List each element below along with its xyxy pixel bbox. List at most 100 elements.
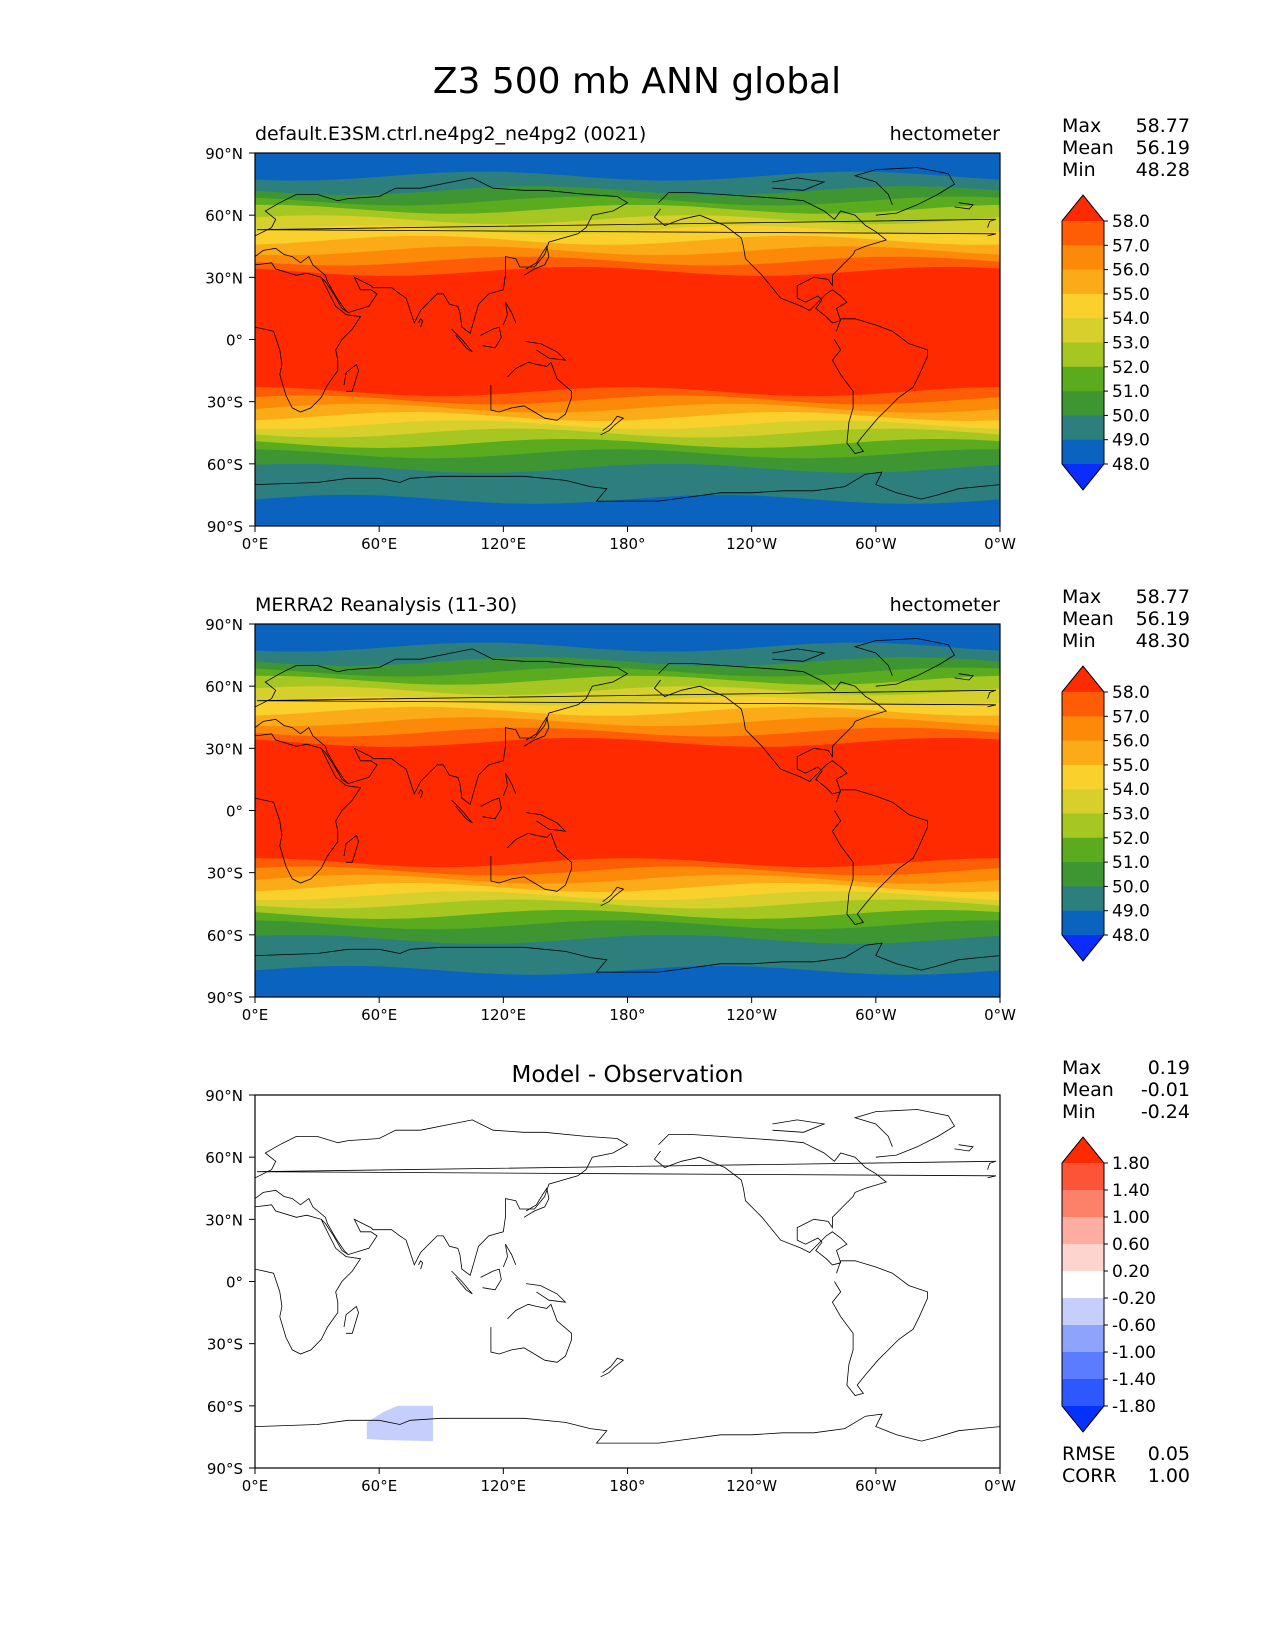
map-field	[255, 1095, 1000, 1468]
coastline	[523, 1187, 550, 1218]
panel-1: default.E3SM.ctrl.ne4pg2_ne4pg2 (0021) he…	[205, 115, 1190, 553]
coastline	[320, 277, 349, 313]
colorbar-label: 1.40	[1112, 1181, 1150, 1201]
colorbar-label: -0.20	[1112, 1289, 1156, 1309]
y-tick-label: 90°N	[205, 1087, 243, 1105]
colorbar-extend-bottom	[1062, 1406, 1104, 1432]
colorbar-segment	[1062, 221, 1104, 246]
colorbar-label: 51.0	[1112, 853, 1150, 873]
colorbar-label: 58.0	[1112, 683, 1150, 703]
x-tick-label: 120°E	[481, 1477, 527, 1495]
coastline	[257, 1160, 997, 1179]
stat-label: Min	[1062, 1101, 1096, 1123]
y-tick-label: 90°N	[205, 145, 243, 163]
colorbar: 1.80 1.40 1.00 0.60 0.20 -0.20 -0.60 -1.00 -1.40…	[1061, 1136, 1156, 1433]
colorbar-segment	[1062, 910, 1104, 936]
colorbar-segment	[1062, 740, 1104, 766]
colorbar-label: -1.80	[1112, 1397, 1156, 1417]
colorbar-segment	[1062, 862, 1104, 887]
y-tick-label: 90°S	[207, 989, 243, 1007]
colorbar-extend-bottom	[1062, 464, 1104, 490]
coastline	[502, 301, 517, 326]
colorbar-segment	[1062, 813, 1104, 839]
colorbar-extend-bottom	[1062, 935, 1104, 961]
coastline	[320, 748, 349, 784]
coastline	[853, 167, 956, 216]
colorbar-label: 50.0	[1112, 406, 1150, 426]
colorbar-segment	[1062, 391, 1104, 416]
map-background	[255, 1095, 1000, 1468]
coastline	[418, 1260, 424, 1270]
stat-value: 48.30	[1136, 630, 1190, 652]
coastline	[255, 942, 1000, 973]
y-tick-label: 0°	[226, 1274, 243, 1292]
x-tick-label: 120°E	[481, 535, 527, 553]
coastline	[653, 192, 888, 324]
coastline	[255, 262, 362, 413]
coastline	[831, 789, 928, 925]
coastline	[490, 832, 572, 892]
colorbar-segment	[1062, 1352, 1104, 1380]
colorbar-segment	[1062, 1190, 1104, 1218]
y-tick-label: 30°N	[205, 269, 243, 287]
coastline	[523, 716, 550, 747]
colorbar-segment	[1062, 716, 1104, 742]
coastline	[653, 663, 888, 795]
colorbar-label: -1.00	[1112, 1343, 1156, 1363]
panel-title: default.E3SM.ctrl.ne4pg2_ne4pg2 (0021)	[255, 123, 646, 145]
coastline	[343, 1305, 359, 1334]
y-tick-label: 30°N	[205, 740, 243, 758]
coastline	[600, 886, 625, 907]
colorbar-segment	[1062, 692, 1104, 717]
x-tick-label: 120°W	[726, 1477, 777, 1495]
stat-value: 0.19	[1148, 1057, 1190, 1079]
colorbar-extend-top	[1062, 1137, 1104, 1163]
colorbar-segment	[1062, 886, 1104, 912]
coastline	[343, 363, 359, 392]
coastline	[831, 1260, 928, 1396]
colorbar-label: 1.00	[1112, 1208, 1150, 1228]
coastline	[480, 797, 502, 820]
coastline	[853, 1109, 956, 1158]
stat-value: 58.77	[1136, 586, 1190, 608]
x-tick-label: 60°W	[855, 535, 897, 553]
y-tick-label: 90°N	[205, 616, 243, 634]
colorbar-label: 53.0	[1112, 805, 1150, 825]
stat-value: -0.24	[1141, 1101, 1190, 1123]
coastline	[853, 638, 956, 687]
colorbar-label: 0.60	[1112, 1235, 1150, 1255]
colorbar-label: 49.0	[1112, 902, 1150, 922]
x-tick-label: 180°	[609, 1477, 645, 1495]
coastline	[255, 733, 362, 884]
coastline	[490, 361, 572, 421]
coastline	[490, 1303, 572, 1363]
colorbar-label: -0.60	[1112, 1316, 1156, 1336]
colorbar-segment	[1062, 293, 1104, 319]
coastline	[480, 1268, 502, 1291]
coastline	[600, 1357, 625, 1378]
stat-value: 56.19	[1136, 608, 1190, 630]
colorbar-label: 54.0	[1112, 780, 1150, 800]
colorbar-label: 49.0	[1112, 431, 1150, 451]
panel-title: Model - Observation	[511, 1062, 743, 1088]
y-tick-label: 90°S	[207, 518, 243, 536]
contour-band	[255, 737, 1000, 868]
colorbar-segment	[1062, 1271, 1104, 1299]
y-tick-label: 30°S	[207, 394, 243, 412]
x-tick-label: 0°W	[984, 1006, 1016, 1024]
panel-3: Model - Observation 0°E 60°E 120°E 180° 120°W…	[205, 1057, 1190, 1495]
contour-band	[255, 266, 1000, 397]
coastline	[255, 1413, 1000, 1444]
coastline	[772, 177, 826, 191]
stat-value: 48.28	[1136, 159, 1190, 181]
x-tick-label: 120°E	[481, 1006, 527, 1024]
metric-value: 0.05	[1148, 1443, 1190, 1465]
colorbar-segment	[1062, 789, 1104, 814]
colorbar-segment	[1062, 415, 1104, 441]
stat-label: Mean	[1062, 608, 1114, 630]
x-tick-label: 0°E	[242, 1477, 269, 1495]
stat-label: Mean	[1062, 1079, 1114, 1101]
figure-title: Z3 500 mb ANN global	[433, 61, 841, 102]
stat-label: Min	[1062, 630, 1096, 652]
